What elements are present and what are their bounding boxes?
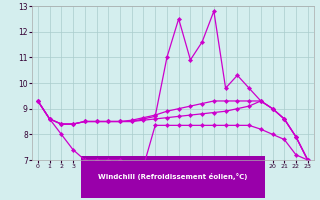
X-axis label: Windchill (Refroidissement éolien,°C): Windchill (Refroidissement éolien,°C) (98, 173, 247, 180)
